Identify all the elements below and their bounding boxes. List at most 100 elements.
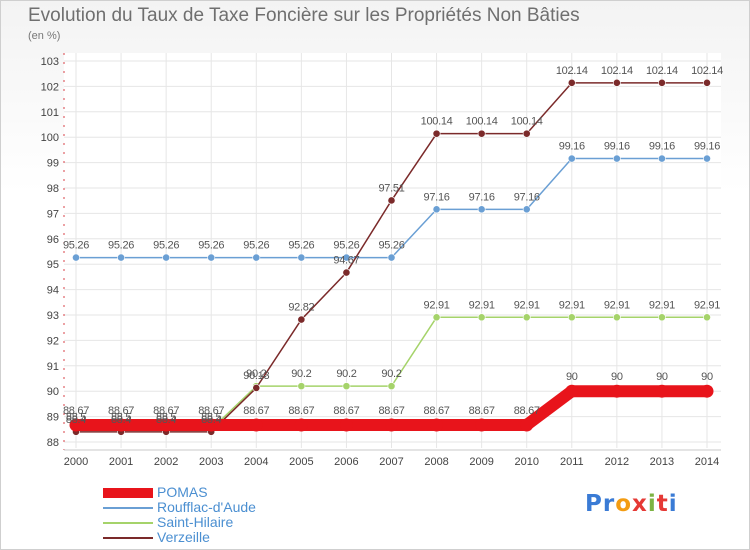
data-label-verzeille: 102.14 [646,65,678,77]
data-label-roufflac-d-aude: 95.26 [333,240,359,252]
logo-letter: i [668,491,678,517]
data-label-verzeille: 88.4 [111,414,131,426]
data-label-saint-hilaire: 90.2 [336,368,356,380]
x-tick-label: 2007 [379,456,403,468]
data-label-pomas: 90 [656,371,668,383]
y-tick-label: 91 [47,361,59,373]
legend-label: Saint-Hilaire [157,514,234,530]
legend-item: Verzeille [103,530,256,545]
data-label-saint-hilaire: 88.5 [111,411,131,423]
data-point-roufflac-d-aude [387,253,396,262]
data-label-pomas: 88.67 [514,405,540,417]
data-point-verzeille [477,129,486,138]
data-point-verzeille [387,196,396,205]
data-label-pomas: 90 [611,371,623,383]
data-label-verzeille: 88.4 [156,414,176,426]
data-label-pomas: 88.67 [63,405,89,417]
legend-item: POMAS [103,485,256,500]
data-label-pomas: 88.67 [108,405,134,417]
data-point-saint-hilaire [658,313,666,322]
data-point-pomas [114,418,128,432]
data-label-verzeille: 100.14 [511,116,543,128]
data-point-pomas [430,418,444,432]
data-point-roufflac-d-aude [658,154,666,163]
logo-letter: r [602,491,616,517]
data-label-verzeille: 102.14 [601,65,633,77]
x-tick-label: 2012 [605,456,629,468]
data-point-verzeille [703,78,711,87]
data-label-roufflac-d-aude: 97.16 [469,191,495,203]
data-point-roufflac-d-aude [72,253,80,262]
data-point-pomas [700,384,714,398]
data-point-verzeille [342,268,351,277]
x-tick-label: 2009 [469,456,493,468]
y-tick-label: 90 [47,386,59,398]
y-tick-label: 93 [47,310,59,322]
legend-item: Saint-Hilaire [103,515,256,530]
logo-letter: o [615,491,633,517]
data-point-pomas [159,418,173,432]
data-label-verzeille: 88.4 [66,414,86,426]
data-point-saint-hilaire [567,313,576,322]
data-point-roufflac-d-aude [117,253,125,262]
data-point-roufflac-d-aude [703,154,711,163]
y-tick-label: 96 [47,234,59,246]
data-point-saint-hilaire [703,313,711,322]
data-label-pomas: 88.67 [469,405,495,417]
x-tick-label: 2003 [199,456,223,468]
x-tick-label: 2011 [560,456,584,468]
data-label-pomas: 90 [566,371,578,383]
chart-title: Evolution du Taux de Taxe Foncière sur l… [28,5,580,26]
data-label-saint-hilaire: 88.5 [66,411,86,423]
x-tick-label: 2014 [695,456,719,468]
data-point-verzeille [612,78,621,87]
data-label-pomas: 88.67 [243,405,269,417]
x-tick-label: 2013 [650,456,674,468]
data-label-pomas: 88.67 [424,405,450,417]
data-point-saint-hilaire [612,313,621,322]
data-label-verzeille: 88.4 [201,414,221,426]
y-tick-label: 100 [41,132,59,144]
data-label-pomas: 88.67 [198,405,224,417]
data-label-roufflac-d-aude: 97.16 [424,191,450,203]
data-point-saint-hilaire [297,382,306,391]
legend: POMAS Roufflac-d'Aude Saint-Hilaire Verzeil… [103,485,256,545]
proxiti-logo: Proxiti [585,491,678,517]
data-label-saint-hilaire: 88.5 [201,411,221,423]
legend-label: Verzeille [157,529,210,545]
data-point-roufflac-d-aude [477,205,486,214]
data-point-verzeille [252,383,261,392]
y-tick-label: 95 [47,259,59,271]
data-point-roufflac-d-aude [567,154,576,163]
data-point-verzeille [567,78,576,87]
data-point-roufflac-d-aude [207,253,216,262]
data-label-pomas: 88.67 [378,405,404,417]
data-point-pomas [565,384,579,398]
x-tick-label: 2010 [514,456,538,468]
y-tick-label: 97 [47,208,59,220]
data-point-pomas [69,418,83,432]
y-tick-label: 89 [47,412,59,424]
data-point-roufflac-d-aude [522,205,531,214]
data-label-pomas: 88.67 [288,405,314,417]
data-label-verzeille: 102.14 [691,65,723,77]
data-label-roufflac-d-aude: 99.16 [649,141,675,153]
data-point-pomas [475,418,489,432]
data-point-verzeille [658,78,666,87]
data-point-saint-hilaire [387,382,396,391]
y-tick-label: 98 [47,183,59,195]
data-label-roufflac-d-aude: 95.26 [153,240,179,252]
logo-letter: i [647,491,657,517]
y-tick-label: 92 [47,335,59,347]
data-label-saint-hilaire: 90.2 [381,368,401,380]
data-label-roufflac-d-aude: 95.26 [63,240,89,252]
data-point-verzeille [522,129,531,138]
y-tick-label: 103 [41,56,59,68]
data-label-verzeille: 102.14 [556,65,588,77]
data-point-pomas [204,418,218,432]
x-tick-label: 2004 [244,456,268,468]
y-tick-label: 102 [41,81,59,93]
data-label-roufflac-d-aude: 99.16 [694,141,720,153]
data-label-saint-hilaire: 92.91 [559,299,585,311]
